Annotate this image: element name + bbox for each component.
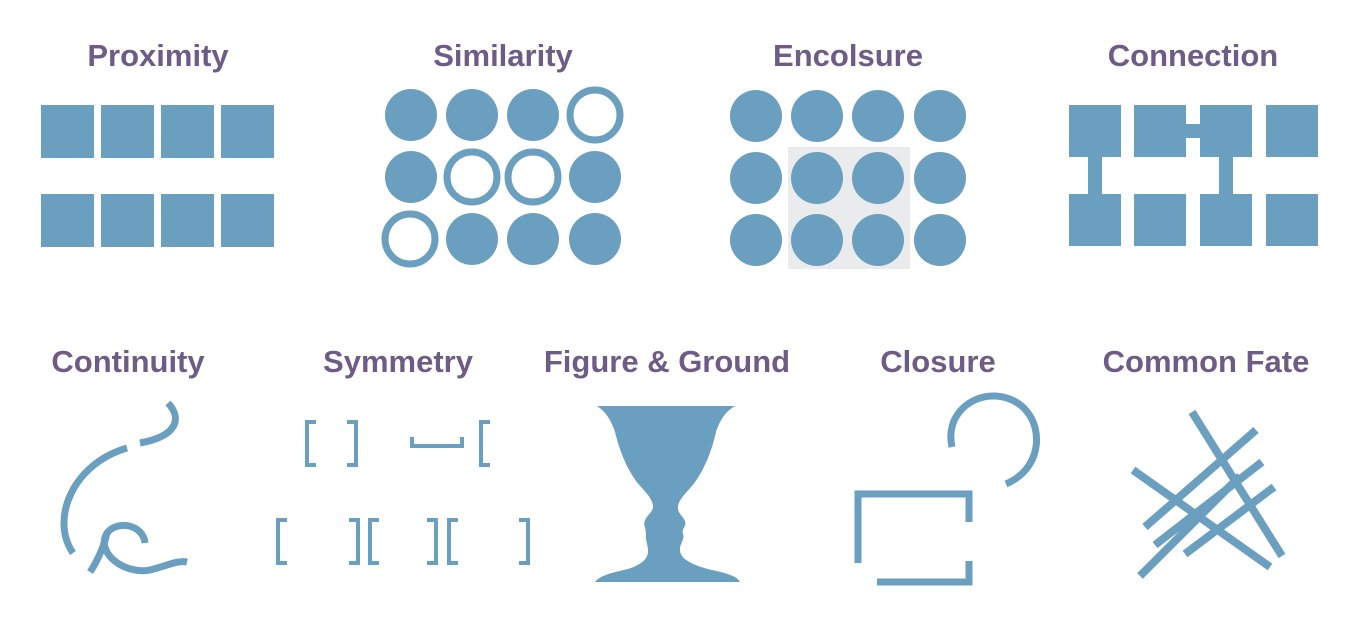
enclosure-title: Encolsure [773, 38, 923, 73]
common-fate-title: Common Fate [1102, 344, 1310, 379]
proximity-square [41, 194, 94, 247]
similarity-filled-circle [569, 151, 621, 203]
common-fate-illustration [1130, 409, 1286, 579]
connection-square [1200, 194, 1252, 246]
similarity-ring [443, 148, 501, 206]
enclosure-circle [914, 152, 966, 204]
symmetry-bracket-close [427, 518, 438, 565]
enclosure-circle [791, 152, 843, 204]
proximity-illustration [41, 105, 274, 247]
connection-square [1134, 194, 1186, 246]
proximity-square [221, 194, 274, 247]
common-fate-line [1142, 426, 1259, 531]
enclosure-circle [914, 214, 966, 266]
continuity-loop-tail [87, 532, 111, 575]
connection-link [1088, 154, 1102, 197]
closure-broken-circle [947, 392, 1041, 488]
symmetry-illustration [276, 420, 530, 565]
similarity-ring [566, 86, 624, 144]
closure-broken-rect-right [877, 561, 973, 586]
similarity-filled-circle [507, 89, 559, 141]
similarity-filled-circle [446, 213, 498, 265]
proximity-title: Proximity [87, 38, 229, 73]
closure-title: Closure [880, 344, 996, 379]
similarity-filled-circle [569, 213, 621, 265]
similarity-ring [504, 148, 562, 206]
enclosure-circle [914, 90, 966, 142]
similarity-ring [381, 210, 439, 268]
enclosure-circle [730, 152, 782, 204]
continuity-illustration [60, 400, 188, 575]
enclosure-circle [791, 214, 843, 266]
symmetry-bracket-close [349, 518, 360, 565]
continuity-title: Continuity [51, 344, 205, 379]
continuity-curve-top [139, 400, 179, 447]
symmetry-bracket-open [276, 518, 287, 565]
connection-square [1200, 105, 1252, 157]
symmetry-title: Symmetry [323, 344, 473, 379]
similarity-filled-circle [385, 151, 437, 203]
proximity-square [101, 194, 154, 247]
connection-square [1266, 105, 1318, 157]
connection-square [1134, 105, 1186, 157]
enclosure-circle [791, 90, 843, 142]
enclosure-circle [852, 152, 904, 204]
enclosure-circle [730, 90, 782, 142]
connection-link [1219, 154, 1233, 197]
similarity-filled-circle [446, 89, 498, 141]
symmetry-bracket-close [347, 420, 358, 467]
connection-illustration [1069, 105, 1318, 246]
symmetry-bracket-open [305, 420, 316, 467]
common-fate-line [1182, 483, 1277, 558]
similarity-illustration [381, 86, 624, 268]
connection-link [1183, 124, 1203, 138]
symmetry-bracket-open [479, 420, 490, 467]
continuity-curve-arc [60, 444, 129, 555]
continuity-loop [100, 521, 188, 575]
figure-ground-illustration [595, 406, 740, 582]
similarity-title: Similarity [433, 38, 573, 73]
similarity-filled-circle [507, 213, 559, 265]
symmetry-bracket-open [447, 518, 458, 565]
closure-illustration [854, 392, 1041, 586]
symmetry-bracket-open [368, 518, 379, 565]
enclosure-circle [852, 90, 904, 142]
common-fate-line [1137, 473, 1243, 579]
similarity-filled-circle [385, 89, 437, 141]
connection-square [1069, 194, 1121, 246]
enclosure-circle [852, 214, 904, 266]
proximity-square [101, 105, 154, 158]
connection-title: Connection [1107, 38, 1279, 73]
proximity-square [161, 194, 214, 247]
symmetry-underscore [410, 437, 464, 448]
rubin-vase [595, 406, 740, 582]
connection-square [1266, 194, 1318, 246]
enclosure-circle [730, 214, 782, 266]
connection-square [1069, 105, 1121, 157]
closure-broken-rect-left [854, 490, 973, 563]
figure-ground-title: Figure & Ground [543, 344, 791, 379]
proximity-square [41, 105, 94, 158]
proximity-square [161, 105, 214, 158]
enclosure-illustration [730, 90, 966, 269]
proximity-square [221, 105, 274, 158]
symmetry-bracket-close [519, 518, 530, 565]
